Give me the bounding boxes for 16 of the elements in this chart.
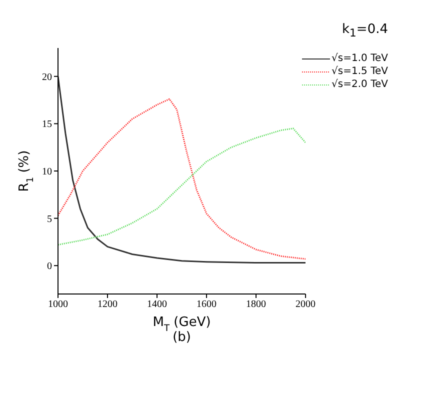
x-tick-label: 1200 [98, 299, 118, 310]
text: k$_{1}$=0.4 [342, 22, 388, 42]
y-tick-label: 20 [42, 72, 52, 83]
legend-label: √s=2.0 TeV [332, 78, 388, 91]
y-tick-label: 15 [42, 119, 52, 130]
x-tick-label: 1600 [196, 299, 217, 310]
x-tick-label: 2000 [296, 299, 316, 310]
x-tick-label: 1000 [48, 299, 68, 310]
y-tick-label: 0 [47, 261, 52, 272]
legend-label: √s=1.5 TeV [332, 65, 388, 78]
x-tick-label: 1800 [246, 299, 266, 310]
x-tick-label: 1400 [147, 299, 168, 310]
line-series [58, 128, 306, 246]
y-tick-label: 5 [47, 214, 52, 225]
legend-label: √s=1.0 TeV [332, 52, 388, 65]
y-tick-label: 10 [42, 166, 52, 178]
